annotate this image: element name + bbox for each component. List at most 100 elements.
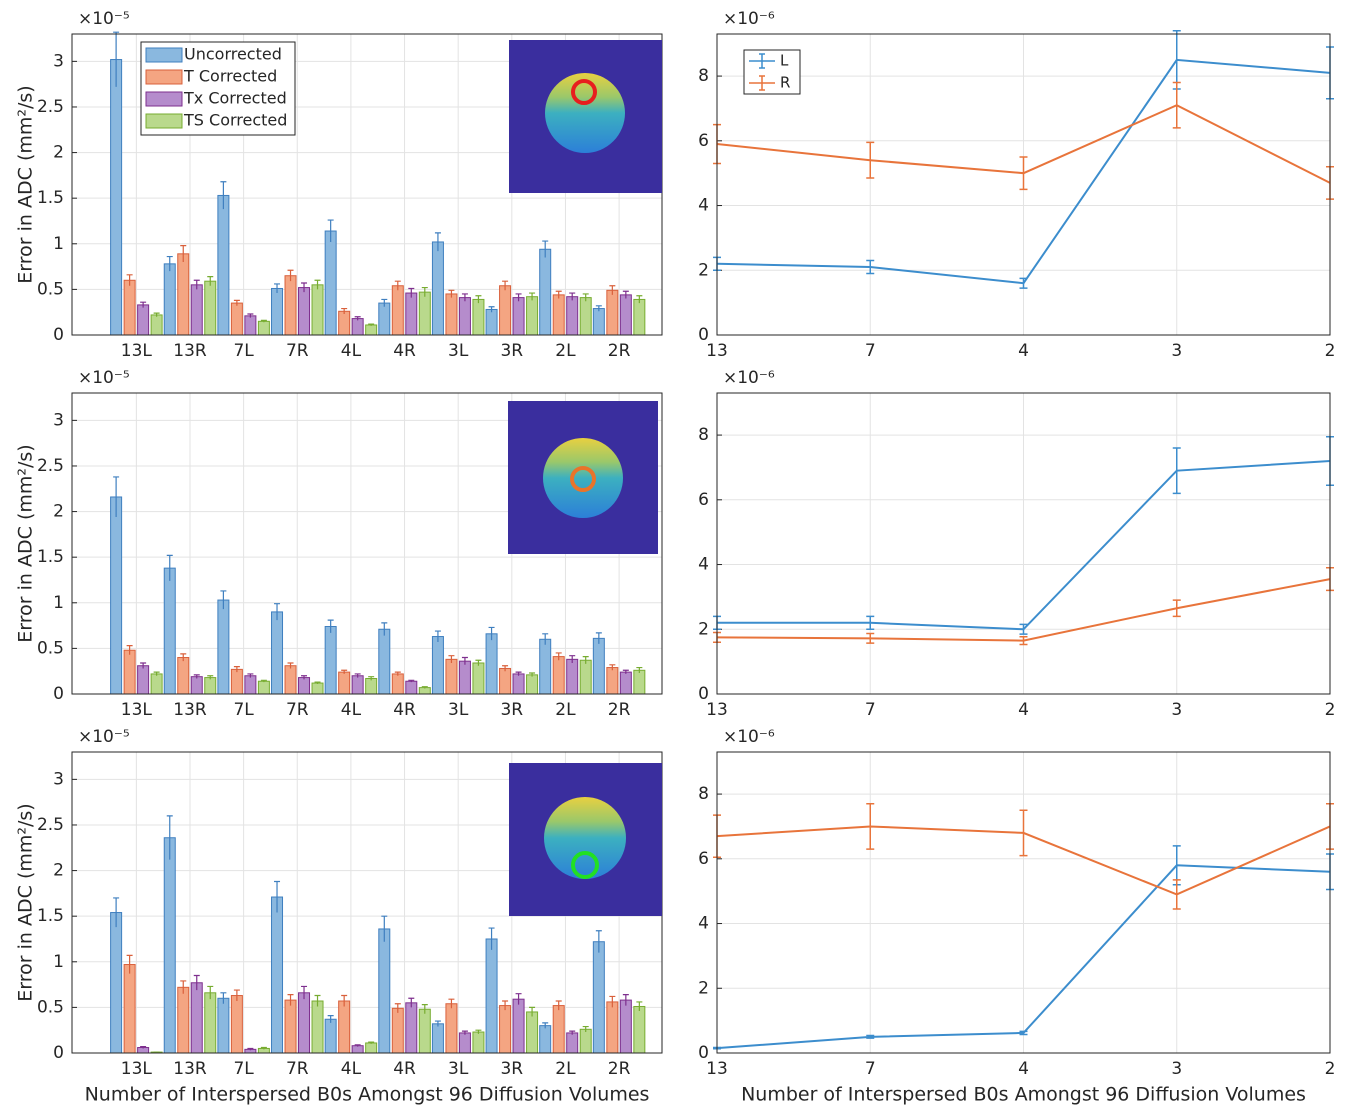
y-tick-label: 1 [53,234,64,254]
bar [150,314,163,336]
legend-marker [749,75,775,91]
bar [499,285,512,336]
error-bar [381,298,388,307]
error-bar [126,954,133,974]
bar [633,669,646,695]
x-tick-label: 7L [233,700,254,720]
y-exponent-label: ×10⁻⁶ [723,727,775,747]
error-bar [529,672,536,677]
inset-image [509,763,662,916]
bar [284,999,297,1054]
error-bar [166,815,173,860]
error-bar [555,1000,562,1011]
bar [271,611,284,695]
y-axis-label: Error in ADC (mm²/s) [15,803,37,1001]
bar [431,241,444,336]
x-tick-label: 4 [1018,1059,1029,1079]
bar [512,297,525,336]
bar [418,291,431,336]
error-bar [274,603,281,621]
error-bar [354,673,361,678]
error-bar [247,313,254,318]
x-tick-label: 13L [121,341,153,361]
error-bar [126,645,133,655]
y-axis-label: Error in ADC (mm²/s) [15,85,37,283]
error-bar [555,290,562,299]
error-bar [529,1006,536,1017]
x-tick-label: 7R [286,700,309,720]
error-bar [448,655,455,663]
legend-swatch [145,91,183,107]
x-tick-label: 7L [233,1059,254,1079]
error-bar [434,630,441,643]
error-bar [381,622,388,636]
error-bar [421,286,428,297]
error-bar [448,289,455,298]
error-bar [569,655,576,663]
y-tick-label: 0 [698,325,709,345]
error-bar [488,626,495,641]
error-bar [622,669,629,674]
error-bar [207,675,214,680]
error-bar [260,1046,267,1050]
bar [592,941,605,1054]
error-bar [287,269,294,282]
error-bar [368,1041,375,1044]
y-tick-label: 0 [53,684,64,704]
chart: 0 2 4 6 8 13 7 4 3 2 ×10⁻⁶ [698,368,1335,720]
error-bar [866,615,875,631]
error-bar [461,293,468,302]
x-tick-label: 2L [555,1059,576,1079]
error-bar [461,1030,468,1035]
error-bar [113,897,120,928]
bar [539,248,552,336]
error-bar [327,1015,334,1023]
error-bar [488,927,495,950]
bar [619,671,632,695]
y-tick-label: 0 [698,1043,709,1063]
y-exponent-label: ×10⁻⁵ [78,9,130,29]
error-bar [140,1046,147,1049]
error-bar [488,306,495,313]
bar [177,657,190,695]
x-tick-label: 4R [393,341,416,361]
error-bar [1172,599,1181,618]
y-exponent-label: ×10⁻⁶ [723,368,775,388]
x-tick-label: 2R [608,1059,631,1079]
error-bar [408,287,415,298]
legend-marker [749,53,775,69]
x-tick-label: 13R [173,700,207,720]
error-bar [140,662,147,669]
bar [579,297,592,336]
error-bar [193,279,200,290]
error-bar [193,974,200,991]
chart: 0 0.5 1 1.5 2 2.5 3 13L 13R 7L 7R 4L 4R 3L 3R 2L 2R ×10⁻⁵… [15,368,663,720]
bar [298,287,311,336]
y-tick-label: 4 [698,914,709,934]
bar [324,230,337,336]
error-bar [1172,447,1181,495]
error-bar [515,293,522,302]
y-tick-label: 8 [698,425,709,445]
error-bar [1172,81,1181,129]
error-bar [260,319,267,323]
error-bar [193,674,200,679]
bar [177,253,190,336]
y-tick-label: 1 [53,593,64,613]
error-bar [515,993,522,1005]
bar [150,673,163,695]
legend-label: T Corrected [183,67,277,86]
bar [110,59,123,336]
bar [365,677,378,695]
bar [579,659,592,695]
bar [190,284,203,336]
bar [163,567,176,695]
y-tick-label: 1.5 [37,547,64,567]
bar [284,275,297,336]
x-tick-label: 7L [233,341,254,361]
error-bar [421,686,428,689]
error-bar [220,181,227,210]
bar [204,992,217,1054]
bar [472,662,485,695]
x-tick-label: 2R [608,341,631,361]
